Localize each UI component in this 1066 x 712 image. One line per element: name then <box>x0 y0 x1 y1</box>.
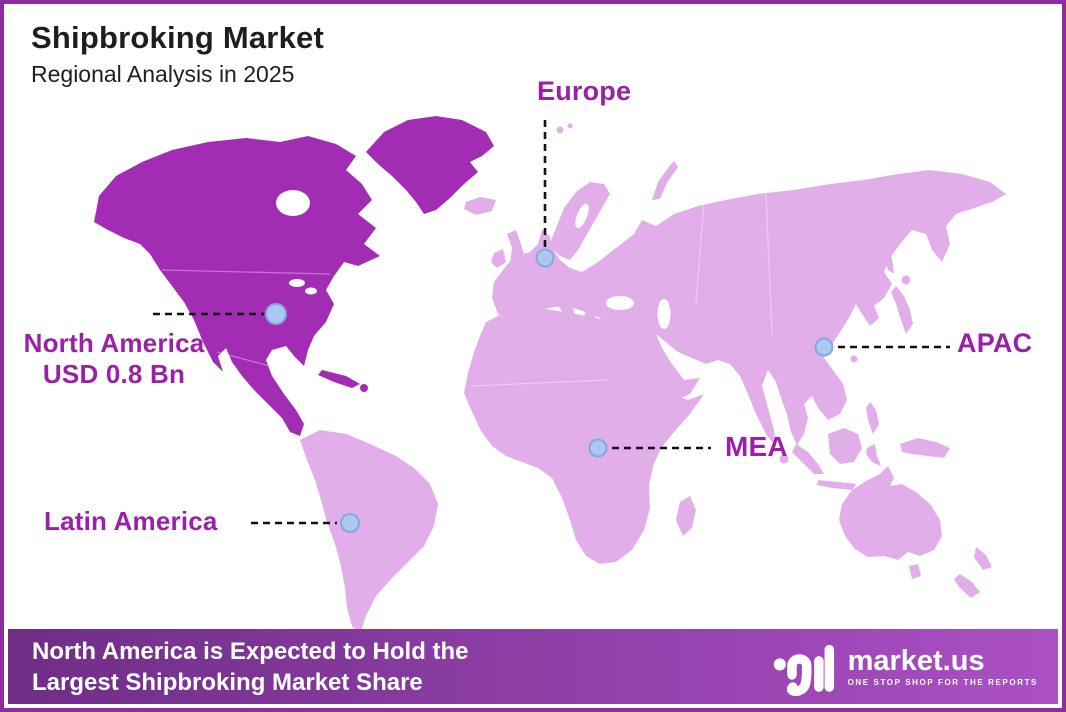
map-hokkaido <box>901 275 911 285</box>
map-great-lakes <box>289 279 305 287</box>
map-sulawesi <box>866 444 881 466</box>
marketus-logo-tagline: ONE STOP SHOP FOR THE REPORTS <box>847 677 1038 687</box>
map-greenland <box>366 116 494 214</box>
map-nz-north <box>974 547 992 570</box>
map-north-america <box>94 136 380 436</box>
map-new-guinea <box>900 438 950 458</box>
label-north-america-value: USD 0.8 Bn <box>42 359 186 389</box>
map-iceland <box>464 197 496 215</box>
map-nz-south <box>954 574 980 598</box>
map-ireland <box>491 249 506 268</box>
banner-headline: North America is Expected to Hold the La… <box>32 636 469 698</box>
map-cuba <box>318 370 360 388</box>
bottom-banner: North America is Expected to Hold the La… <box>8 629 1058 704</box>
world-map <box>94 116 1006 634</box>
map-tasmania <box>909 564 921 579</box>
map-south-america <box>300 430 438 634</box>
map-caspian-sea <box>657 299 671 329</box>
label-europe: Europe <box>537 76 632 106</box>
map-sumatra <box>792 444 824 474</box>
map-hudson-bay <box>276 190 310 216</box>
marker-latin-america <box>340 513 360 533</box>
map-sri-lanka <box>779 454 789 464</box>
map-great-lakes-2 <box>305 287 317 295</box>
marker-north-america <box>265 303 287 325</box>
map-novaya-zemlya <box>652 161 678 200</box>
label-north-america: North America USD 0.8 Bn <box>10 328 218 390</box>
map-java <box>817 480 856 490</box>
banner-line-2: Largest Shipbroking Market Share <box>32 668 423 696</box>
map-japan <box>891 286 913 334</box>
marketus-logo: market.us ONE STOP SHOP FOR THE REPORTS <box>772 638 1038 696</box>
marketus-logo-text: market.us ONE STOP SHOP FOR THE REPORTS <box>847 644 1038 687</box>
marker-apac <box>814 337 834 357</box>
map-madagascar <box>676 496 696 536</box>
marketus-logo-icon <box>773 644 834 696</box>
marker-europe <box>535 248 555 268</box>
map-hainan <box>826 372 834 380</box>
map-borneo <box>828 428 862 464</box>
header: Shipbroking Market Regional Analysis in … <box>31 20 324 88</box>
banner-line-1: North America is Expected to Hold the <box>32 637 469 665</box>
marketus-logo-name: market.us <box>847 644 985 677</box>
label-apac: APAC <box>957 328 1033 358</box>
map-gulf-of-bothnia <box>575 203 589 229</box>
map-taiwan <box>850 355 858 363</box>
map-country-borders <box>161 193 773 387</box>
page-title: Shipbroking Market <box>31 20 324 55</box>
marker-mea <box>588 438 608 458</box>
page-subtitle: Regional Analysis in 2025 <box>31 61 295 87</box>
label-north-america-name: North America <box>23 328 205 358</box>
map-svalbard-2 <box>567 123 573 129</box>
map-africa <box>464 307 704 564</box>
label-mea: MEA <box>725 431 788 462</box>
map-hispaniola <box>360 384 368 392</box>
map-australia <box>839 466 942 560</box>
map-philippines <box>866 402 879 434</box>
map-sakhalin <box>883 246 894 274</box>
map-black-sea <box>606 296 634 310</box>
map-eurasia <box>492 170 1006 447</box>
map-persian-gulf <box>669 351 689 367</box>
label-latin-america: Latin America <box>44 506 218 536</box>
map-svalbard <box>556 126 564 134</box>
